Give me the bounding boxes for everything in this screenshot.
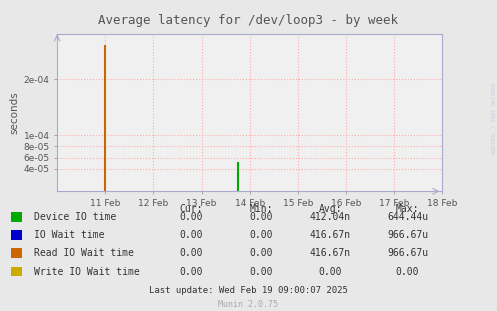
Text: 0.00: 0.00 [249, 230, 273, 240]
Text: 0.00: 0.00 [179, 212, 203, 222]
Text: Device IO time: Device IO time [34, 212, 116, 222]
Text: 644.44u: 644.44u [387, 212, 428, 222]
Text: 0.00: 0.00 [249, 267, 273, 276]
Text: 966.67u: 966.67u [387, 248, 428, 258]
Text: Last update: Wed Feb 19 09:00:07 2025: Last update: Wed Feb 19 09:00:07 2025 [149, 286, 348, 295]
Text: Avg:: Avg: [319, 204, 342, 214]
Text: IO Wait time: IO Wait time [34, 230, 104, 240]
Text: Max:: Max: [396, 204, 419, 214]
Text: 966.67u: 966.67u [387, 230, 428, 240]
Text: 0.00: 0.00 [179, 248, 203, 258]
Text: Cur:: Cur: [179, 204, 203, 214]
Text: 0.00: 0.00 [396, 267, 419, 276]
Text: Average latency for /dev/loop3 - by week: Average latency for /dev/loop3 - by week [98, 14, 399, 27]
Text: 416.67n: 416.67n [310, 248, 351, 258]
Text: RRDTOOL / TOBI OETIKER: RRDTOOL / TOBI OETIKER [491, 82, 496, 154]
Text: 0.00: 0.00 [179, 230, 203, 240]
Text: 0.00: 0.00 [179, 267, 203, 276]
Text: 0.00: 0.00 [319, 267, 342, 276]
Text: Munin 2.0.75: Munin 2.0.75 [219, 299, 278, 309]
Y-axis label: seconds: seconds [9, 91, 19, 134]
Text: Write IO Wait time: Write IO Wait time [34, 267, 140, 276]
Text: 0.00: 0.00 [249, 248, 273, 258]
Text: 412.04n: 412.04n [310, 212, 351, 222]
Text: 416.67n: 416.67n [310, 230, 351, 240]
Text: Min:: Min: [249, 204, 273, 214]
Text: Read IO Wait time: Read IO Wait time [34, 248, 134, 258]
Text: 0.00: 0.00 [249, 212, 273, 222]
